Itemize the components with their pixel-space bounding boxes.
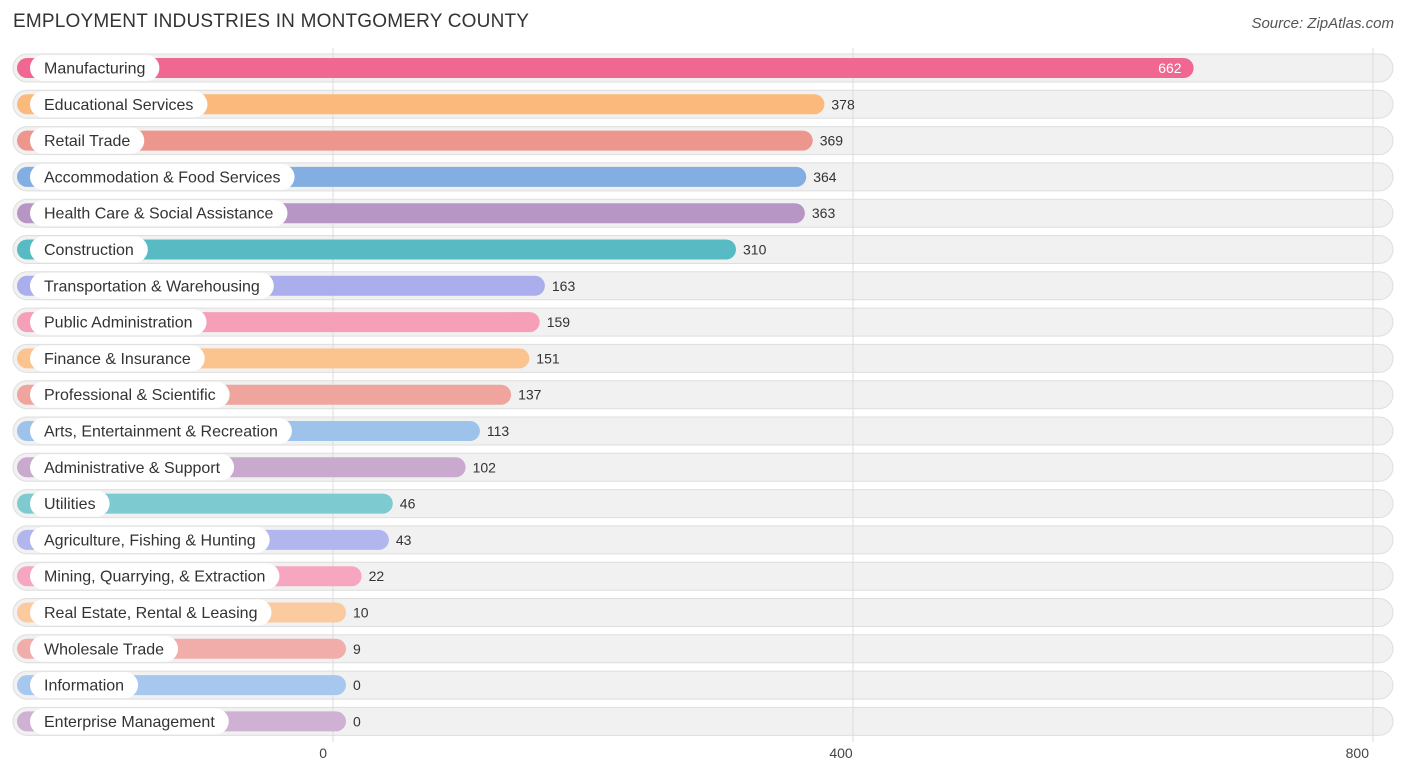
x-tick-label: 0: [319, 745, 327, 761]
value-label: 378: [831, 96, 855, 112]
bar-label: Educational Services: [44, 97, 193, 114]
bar-label: Utilities: [44, 496, 96, 513]
value-label: 151: [536, 350, 560, 366]
bar-label: Mining, Quarrying, & Extraction: [44, 569, 265, 586]
bar-label: Information: [44, 678, 124, 695]
row-background: [12, 670, 1394, 700]
value-label: 662: [1158, 60, 1182, 76]
value-label: 363: [812, 205, 836, 221]
bar-label: Health Care & Social Assistance: [44, 206, 274, 223]
row-background: [12, 634, 1394, 664]
value-label: 310: [743, 242, 767, 258]
value-label: 0: [353, 677, 361, 693]
value-label: 369: [820, 133, 844, 149]
bar-label-pill: [30, 490, 110, 517]
bar-label-pill: [30, 635, 179, 662]
bar-label-pill: [30, 672, 139, 699]
bar-label: Administrative & Support: [44, 460, 221, 477]
bar-label-pill: [30, 526, 270, 553]
bar-label: Accommodation & Food Services: [44, 169, 281, 186]
value-label: 43: [396, 532, 412, 548]
bar-label: Enterprise Management: [44, 714, 215, 731]
value-label: 364: [813, 169, 837, 185]
bar-label: Real Estate, Rental & Leasing: [44, 605, 257, 622]
x-tick-label: 400: [829, 745, 853, 761]
bar-label: Manufacturing: [44, 61, 145, 78]
bar-label-pill: [30, 309, 207, 336]
x-tick-label: 800: [1346, 745, 1370, 761]
bar-label-pill: [30, 91, 208, 118]
value-label: 0: [353, 713, 361, 729]
value-label: 10: [353, 605, 369, 621]
row-background: [12, 598, 1394, 627]
bar-label: Construction: [44, 242, 134, 259]
bar-label-pill: [30, 272, 274, 299]
bar: [17, 58, 1194, 78]
bar: [17, 493, 393, 514]
bar-label-pill: [30, 708, 229, 735]
value-label: 46: [400, 496, 416, 512]
value-label: 113: [487, 423, 510, 439]
bar-label-pill: [30, 381, 230, 408]
value-label: 137: [518, 387, 542, 403]
bar-label: Wholesale Trade: [44, 641, 164, 658]
bar-label-pill: [30, 127, 145, 154]
bar-label-pill: [30, 55, 160, 81]
chart-source: Source: ZipAtlas.com: [1251, 15, 1394, 32]
bar-label: Transportation & Warehousing: [44, 278, 260, 295]
bar-label-pill: [30, 200, 288, 227]
bar-label-pill: [30, 163, 295, 190]
bar-label: Arts, Entertainment & Recreation: [44, 424, 278, 441]
chart-title: EMPLOYMENT INDUSTRIES IN MONTGOMERY COUN…: [13, 11, 530, 32]
bar-label-pill: [30, 599, 272, 626]
bar-label: Public Administration: [44, 315, 193, 332]
row-background: [12, 706, 1394, 736]
value-label: 163: [552, 278, 576, 294]
bar: [17, 239, 736, 260]
bar-label-pill: [30, 418, 292, 444]
bar-label-pill: [30, 454, 235, 481]
bar: [17, 94, 825, 115]
bar-label-pill: [30, 236, 148, 263]
bar: [17, 130, 813, 151]
value-label: 102: [473, 459, 497, 475]
bar-label: Agriculture, Fishing & Hunting: [44, 532, 256, 549]
value-label: 9: [353, 641, 361, 657]
bar-label-pill: [30, 563, 280, 590]
bar-label: Retail Trade: [44, 133, 130, 150]
bar-label: Professional & Scientific: [44, 387, 216, 404]
value-label: 22: [369, 568, 385, 584]
bar-label-pill: [30, 345, 205, 372]
value-label: 159: [547, 314, 571, 330]
bar-label: Finance & Insurance: [44, 351, 191, 368]
